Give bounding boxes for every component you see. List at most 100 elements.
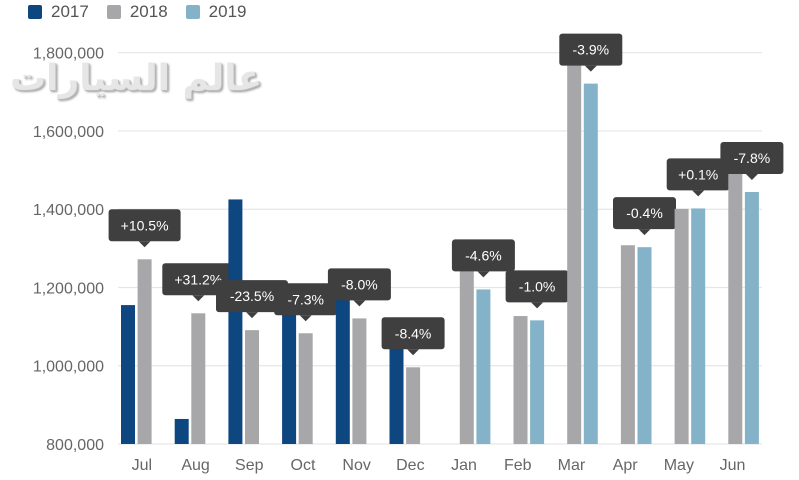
- change-tooltip: -3.9%: [559, 33, 623, 72]
- tooltip-pointer: [477, 271, 490, 278]
- tooltip-text: +0.1%: [678, 166, 718, 182]
- x-tick-label: Nov: [342, 457, 370, 474]
- tooltip-text: -7.8%: [734, 150, 771, 166]
- bar-2017-oct[interactable]: [282, 300, 297, 444]
- tooltip-pointer: [745, 174, 758, 181]
- bar-2017-sep[interactable]: [228, 199, 243, 444]
- tooltip-box: [274, 283, 338, 316]
- bar-2018-apr[interactable]: [620, 245, 635, 444]
- bar-2018-nov[interactable]: [352, 318, 367, 444]
- tooltip-box: [720, 142, 784, 175]
- x-tick-label: Jan: [451, 457, 477, 474]
- tooltip-pointer: [246, 312, 258, 319]
- tooltip-text: -0.4%: [626, 205, 663, 221]
- tooltip-box: [381, 317, 445, 350]
- legend-label: 2018: [129, 2, 168, 21]
- x-tick-label: Dec: [396, 457, 424, 474]
- tooltip-box: [327, 268, 391, 301]
- x-tick-label: Jul: [132, 457, 152, 474]
- legend-swatch-2017: [28, 5, 42, 19]
- bar-2019-apr[interactable]: [637, 247, 652, 444]
- change-tooltip: -0.4%: [613, 197, 676, 236]
- y-tick-label: 800,000: [46, 437, 104, 454]
- legend-swatch-2019: [185, 5, 200, 19]
- x-tick-label: Oct: [291, 457, 316, 474]
- change-tooltip: +0.1%: [666, 158, 730, 197]
- tooltip-box: [451, 239, 515, 272]
- x-tick-label: Jun: [720, 457, 746, 474]
- tooltip-text: -7.3%: [287, 291, 324, 307]
- bar-2018-feb[interactable]: [513, 316, 528, 444]
- bar-2019-jan[interactable]: [476, 289, 491, 444]
- x-tick-label: May: [664, 457, 694, 474]
- tooltip-box: [108, 209, 181, 242]
- bar-2018-may[interactable]: [674, 208, 689, 444]
- legend-item-2018[interactable]: 2018: [106, 2, 168, 22]
- tooltip-box: [216, 280, 288, 313]
- watermark-logo: عالم السيارات: [10, 58, 263, 99]
- bar-2017-jul[interactable]: [121, 305, 135, 444]
- legend: 2017 2018 2019: [28, 2, 246, 22]
- bar-2018-aug[interactable]: [191, 313, 206, 444]
- tooltip-pointer: [353, 300, 366, 307]
- legend-label: 2017: [51, 2, 89, 21]
- x-tick-label: Apr: [613, 457, 639, 474]
- legend-swatch-2018: [106, 5, 121, 19]
- tooltip-pointer: [638, 229, 651, 236]
- tooltip-text: -23.5%: [230, 288, 274, 304]
- tooltip-box: [505, 270, 569, 303]
- bar-2018-jan[interactable]: [459, 266, 474, 444]
- x-tick-label: Mar: [558, 457, 586, 474]
- x-tick-label: Feb: [504, 457, 532, 474]
- tooltip-text: -3.9%: [573, 42, 610, 58]
- tooltip-pointer: [407, 349, 420, 356]
- change-tooltip: -23.5%: [216, 280, 288, 319]
- legend-item-2017[interactable]: 2017: [28, 2, 89, 22]
- tooltip-box: [559, 33, 623, 66]
- tooltip-pointer: [692, 190, 705, 197]
- bar-2017-aug[interactable]: [174, 418, 189, 444]
- tooltip-text: +31.2%: [174, 271, 222, 287]
- change-tooltip: -4.6%: [451, 239, 515, 278]
- tooltip-pointer: [531, 302, 544, 309]
- tooltip-box: [666, 158, 730, 191]
- change-tooltip: -8.4%: [381, 317, 445, 356]
- legend-label: 2019: [208, 2, 247, 21]
- tooltip-pointer: [299, 315, 312, 322]
- bar-2017-nov[interactable]: [335, 280, 350, 444]
- bar-2018-dec[interactable]: [406, 367, 421, 444]
- bar-2018-mar[interactable]: [567, 56, 582, 444]
- y-tick-label: 1,400,000: [33, 202, 104, 219]
- change-tooltip: -7.8%: [720, 142, 784, 181]
- change-tooltip: -7.3%: [274, 283, 338, 322]
- bar-2018-oct[interactable]: [298, 333, 313, 444]
- tooltip-text: +10.5%: [121, 217, 169, 233]
- tooltip-pointer: [138, 241, 151, 248]
- tooltip-text: -1.0%: [519, 278, 556, 294]
- bar-2019-feb[interactable]: [530, 320, 545, 444]
- bar-2018-jun[interactable]: [728, 144, 743, 444]
- tooltip-pointer: [584, 65, 597, 72]
- tooltip-box: [613, 197, 676, 230]
- y-tick-label: 1,200,000: [33, 280, 104, 297]
- bar-2019-may[interactable]: [691, 208, 706, 444]
- y-tick-label: 1,600,000: [33, 124, 104, 141]
- bar-2018-jul[interactable]: [137, 259, 152, 444]
- tooltip-text: -8.4%: [395, 325, 432, 341]
- tooltip-text: -8.0%: [341, 276, 378, 292]
- bar-2018-sep[interactable]: [245, 330, 259, 444]
- bar-2019-mar[interactable]: [583, 83, 598, 444]
- y-tick-label: 1,000,000: [33, 359, 104, 376]
- change-tooltip: -8.0%: [327, 268, 391, 307]
- x-tick-label: Aug: [181, 457, 209, 474]
- x-tick-label: Sep: [235, 457, 264, 474]
- bar-2017-dec[interactable]: [389, 331, 404, 444]
- tooltip-text: -4.6%: [465, 247, 502, 263]
- change-tooltip: -1.0%: [505, 270, 569, 309]
- legend-item-2019[interactable]: 2019: [185, 2, 247, 22]
- change-tooltip: +10.5%: [108, 209, 181, 248]
- tooltip-pointer: [192, 295, 205, 302]
- y-tick-label: 1,800,000: [33, 46, 104, 63]
- bar-2019-jun[interactable]: [744, 192, 759, 444]
